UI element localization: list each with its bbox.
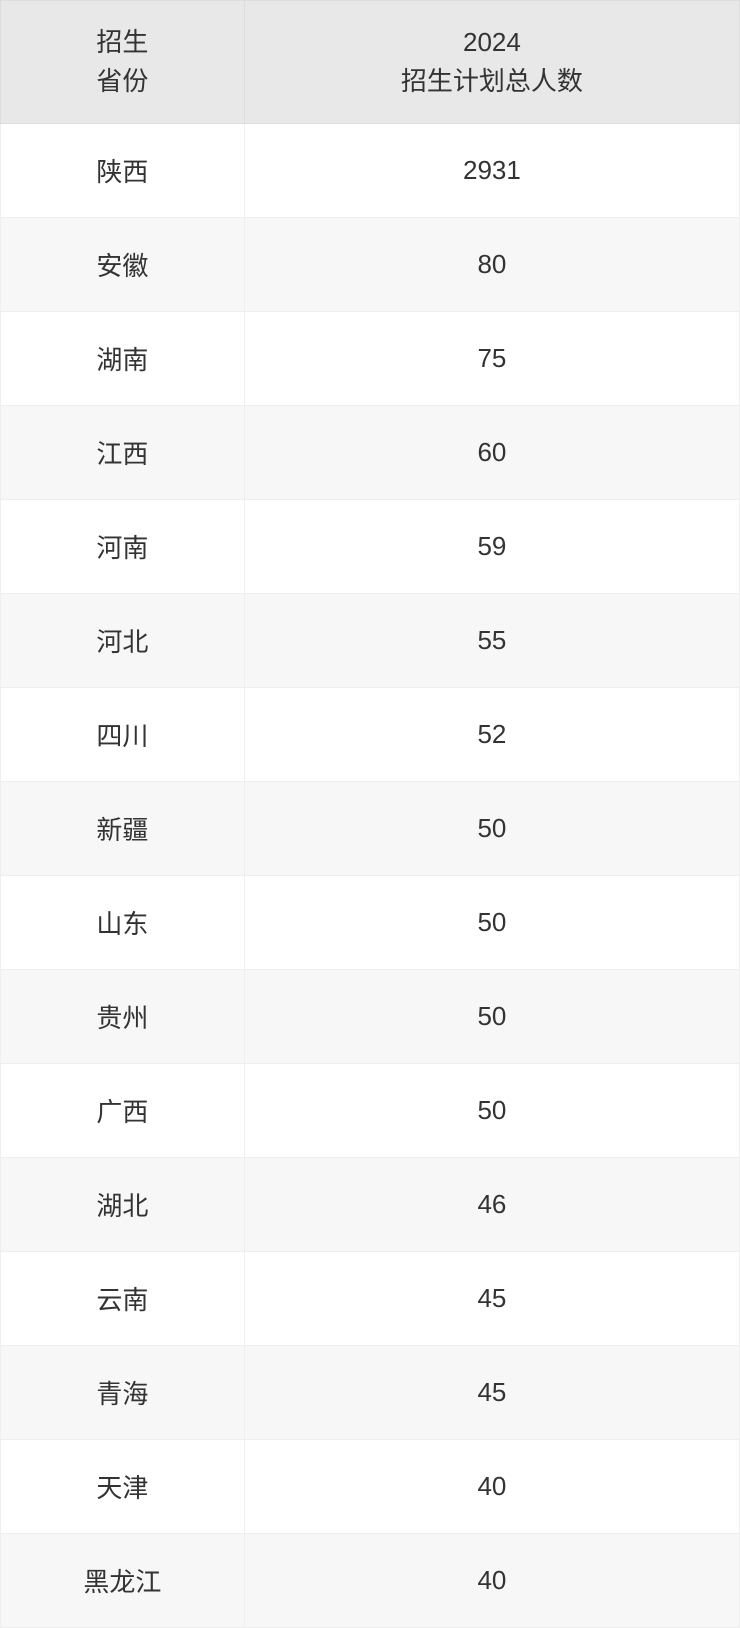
table-row: 广西50: [1, 1064, 740, 1158]
cell-count: 60: [244, 406, 739, 500]
table-row: 山东50: [1, 876, 740, 970]
table-row: 天津40: [1, 1440, 740, 1534]
cell-count: 80: [244, 218, 739, 312]
cell-province: 黑龙江: [1, 1534, 245, 1628]
cell-province: 贵州: [1, 970, 245, 1064]
header-province-line1: 招生: [96, 27, 148, 57]
cell-province: 广西: [1, 1064, 245, 1158]
header-count: 2024 招生计划总人数: [244, 1, 739, 124]
cell-count: 55: [244, 594, 739, 688]
header-count-line1: 2024: [463, 27, 521, 57]
table-row: 河南59: [1, 500, 740, 594]
table-row: 青海45: [1, 1346, 740, 1440]
cell-count: 2931: [244, 124, 739, 218]
cell-province: 陕西: [1, 124, 245, 218]
cell-count: 59: [244, 500, 739, 594]
cell-count: 50: [244, 970, 739, 1064]
cell-province: 江西: [1, 406, 245, 500]
cell-count: 75: [244, 312, 739, 406]
header-row: 招生 省份 2024 招生计划总人数: [1, 1, 740, 124]
table-row: 湖南75: [1, 312, 740, 406]
table-row: 云南45: [1, 1252, 740, 1346]
cell-province: 青海: [1, 1346, 245, 1440]
cell-count: 40: [244, 1440, 739, 1534]
table-row: 河北55: [1, 594, 740, 688]
cell-province: 安徽: [1, 218, 245, 312]
header-count-line2: 招生计划总人数: [401, 66, 583, 96]
cell-count: 46: [244, 1158, 739, 1252]
cell-province: 新疆: [1, 782, 245, 876]
cell-count: 50: [244, 782, 739, 876]
cell-count: 40: [244, 1534, 739, 1628]
header-province-line2: 省份: [96, 66, 148, 96]
table-row: 江西60: [1, 406, 740, 500]
cell-count: 52: [244, 688, 739, 782]
cell-province: 河南: [1, 500, 245, 594]
cell-count: 45: [244, 1346, 739, 1440]
table-row: 湖北46: [1, 1158, 740, 1252]
table-row: 黑龙江40: [1, 1534, 740, 1628]
cell-province: 天津: [1, 1440, 245, 1534]
cell-province: 湖北: [1, 1158, 245, 1252]
cell-province: 四川: [1, 688, 245, 782]
cell-count: 50: [244, 876, 739, 970]
cell-province: 河北: [1, 594, 245, 688]
cell-province: 湖南: [1, 312, 245, 406]
table-row: 陕西2931: [1, 124, 740, 218]
table-row: 新疆50: [1, 782, 740, 876]
cell-province: 云南: [1, 1252, 245, 1346]
table-row: 安徽80: [1, 218, 740, 312]
table-header: 招生 省份 2024 招生计划总人数: [1, 1, 740, 124]
table-body: 陕西2931安徽80湖南75江西60河南59河北55四川52新疆50山东50贵州…: [1, 124, 740, 1628]
header-province: 招生 省份: [1, 1, 245, 124]
enrollment-table: 招生 省份 2024 招生计划总人数 陕西2931安徽80湖南75江西60河南5…: [0, 0, 740, 1628]
cell-count: 45: [244, 1252, 739, 1346]
cell-count: 50: [244, 1064, 739, 1158]
cell-province: 山东: [1, 876, 245, 970]
table-row: 贵州50: [1, 970, 740, 1064]
table-row: 四川52: [1, 688, 740, 782]
